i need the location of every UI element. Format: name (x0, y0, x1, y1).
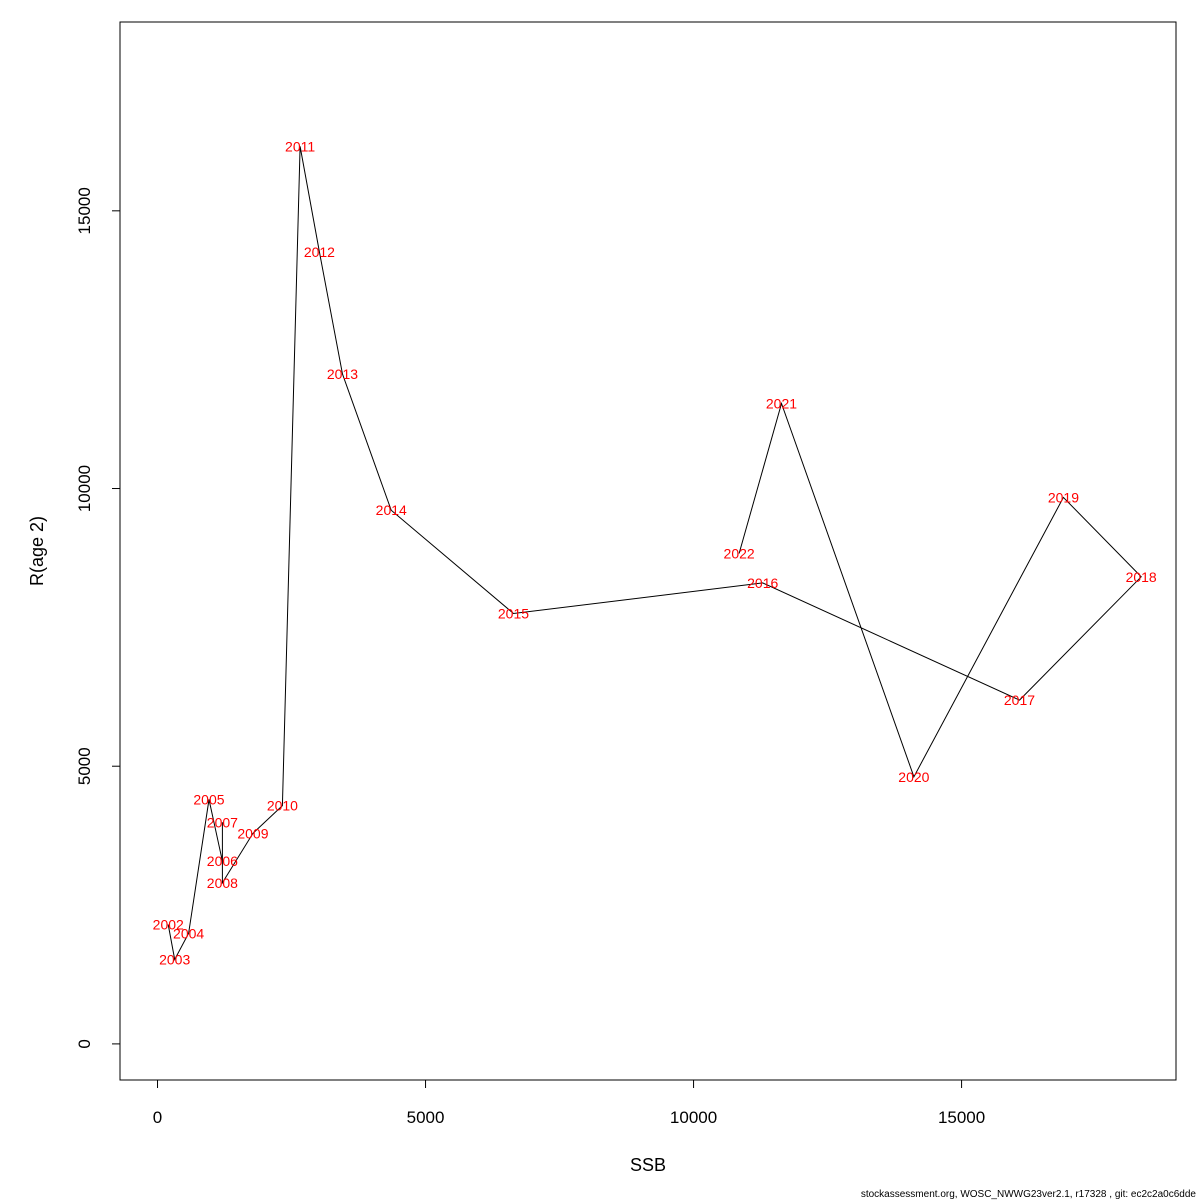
point-label-2010: 2010 (267, 798, 298, 814)
point-label-2002: 2002 (153, 916, 184, 932)
point-label-2014: 2014 (376, 502, 407, 518)
point-label-2022: 2022 (724, 545, 755, 561)
plot-frame (119, 21, 1177, 1081)
y-tick-label: 0 (75, 1039, 94, 1048)
point-label-2009: 2009 (237, 825, 268, 841)
x-tick-label: 0 (153, 1108, 162, 1127)
point-label-2016: 2016 (747, 575, 778, 591)
x-axis: 0 5000 10000 15000 (153, 1079, 985, 1127)
point-label-2011: 2011 (285, 138, 315, 154)
point-label-2004: 2004 (173, 925, 204, 941)
y-tick-label: 10000 (75, 465, 94, 512)
point-label-2005: 2005 (193, 792, 224, 808)
x-tick-label: 5000 (407, 1108, 445, 1127)
point-labels: 2002 2003 2004 2005 2006 2007 2008 2009 2010 2011… (153, 138, 1157, 967)
point-label-2007: 2007 (207, 814, 238, 830)
point-label-2018: 2018 (1126, 569, 1157, 585)
point-label-2012: 2012 (304, 244, 335, 260)
point-label-2019: 2019 (1048, 489, 1079, 505)
x-tick-label: 10000 (670, 1108, 717, 1127)
series-line (167, 146, 1142, 961)
y-axis-label: R(age 2) (27, 516, 47, 586)
point-label-2008: 2008 (207, 875, 238, 891)
y-axis: 0 5000 10000 15000 (75, 187, 121, 1049)
x-tick-label: 15000 (938, 1108, 985, 1127)
point-label-2021: 2021 (766, 396, 797, 412)
point-label-2003: 2003 (159, 951, 190, 967)
series-path (167, 146, 1142, 961)
y-tick-label: 15000 (75, 187, 94, 234)
point-label-2017: 2017 (1004, 692, 1035, 708)
point-label-2006: 2006 (207, 853, 238, 869)
point-label-2015: 2015 (498, 605, 529, 621)
point-label-2013: 2013 (327, 366, 358, 382)
y-tick-label: 5000 (75, 747, 94, 785)
point-label-2020: 2020 (898, 769, 929, 785)
footer-text: stockassessment.org, WOSC_NWWG23ver2.1, … (861, 1189, 1197, 1200)
x-axis-label: SSB (630, 1155, 666, 1175)
